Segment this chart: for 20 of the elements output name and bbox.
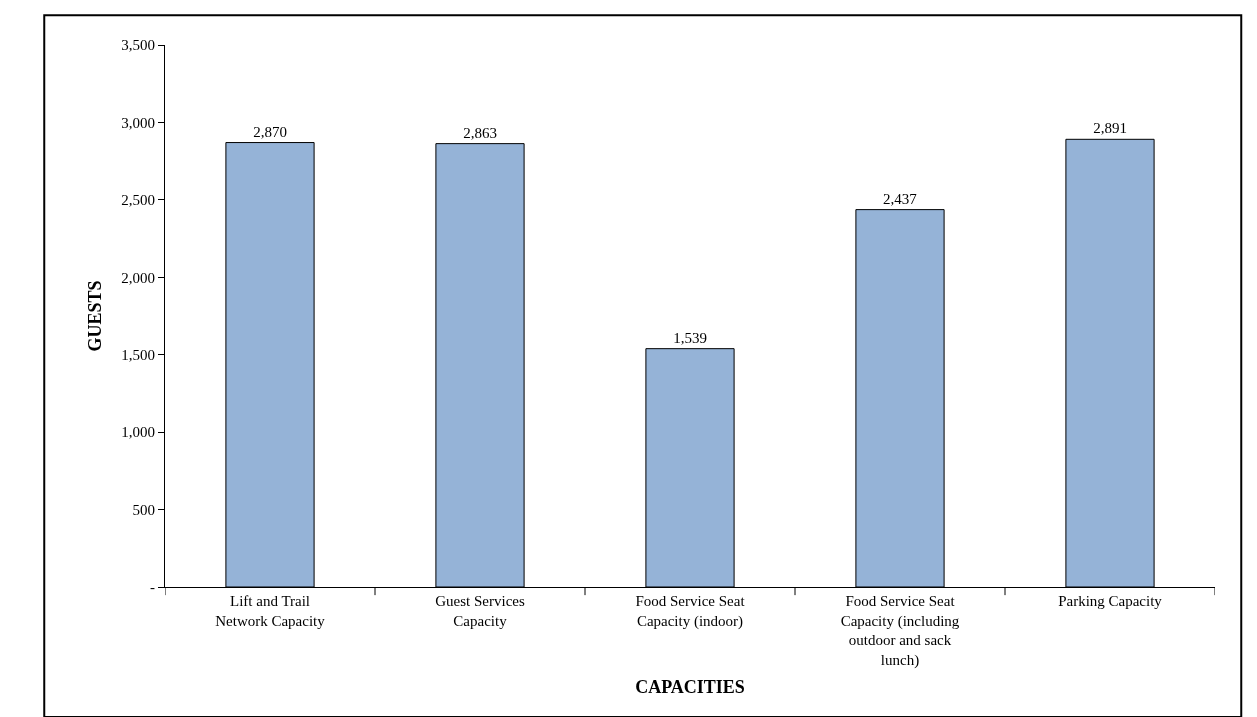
data-label: 2,437 bbox=[882, 190, 918, 207]
y-tick-label: 3,500 bbox=[121, 37, 155, 54]
data-label: 2,891 bbox=[1093, 120, 1127, 137]
x-tick-label: Lift and Trail Network Capacity bbox=[215, 593, 326, 629]
y-tick-label: - bbox=[150, 579, 155, 596]
x-tick-label: Guest Services Capacity bbox=[435, 593, 525, 629]
data-label: 1,539 bbox=[673, 329, 707, 346]
data-label: 2,870 bbox=[253, 123, 287, 140]
x-axis-title: CAPACITIES bbox=[635, 676, 745, 697]
y-tick-label: 3,000 bbox=[121, 114, 155, 131]
y-tick-label: 2,500 bbox=[121, 192, 155, 209]
data-label: 2,863 bbox=[463, 124, 497, 141]
y-tick-label: 2,000 bbox=[121, 269, 155, 286]
y-tick-label: 1,500 bbox=[121, 346, 155, 363]
y-axis-title: GUESTS bbox=[85, 280, 106, 352]
x-tick-label: Food Service Seat Capacity (including outdoor and sack lunch) bbox=[840, 593, 960, 669]
y-tick-label: 500 bbox=[132, 501, 155, 518]
y-tick-label: 1,000 bbox=[121, 424, 155, 441]
x-tick-label: Food Service Seat Capacity (indoor) bbox=[635, 593, 746, 630]
x-tick-label: Parking Capacity bbox=[1058, 593, 1163, 609]
